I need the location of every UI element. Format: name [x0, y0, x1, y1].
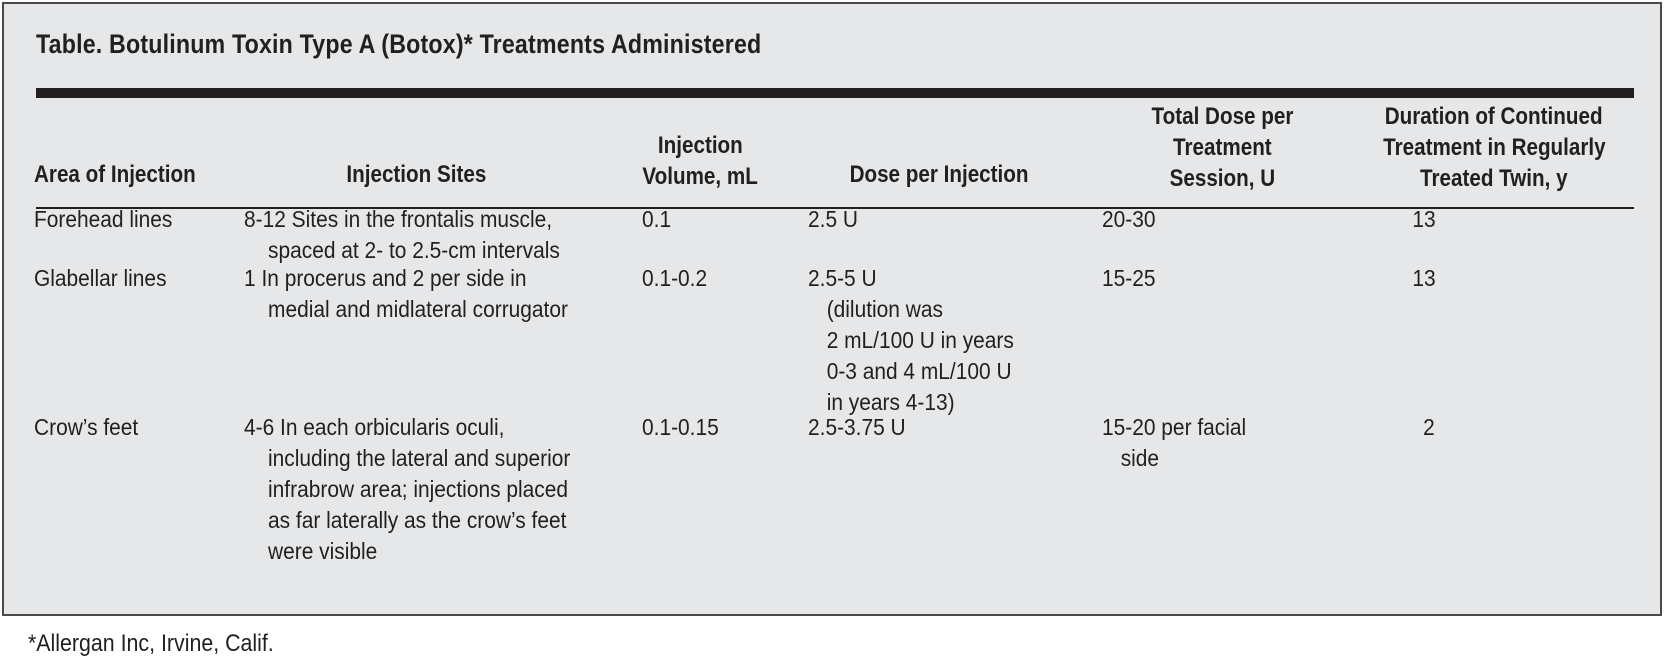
row-2-sites: 1 In procerus and 2 per side in medial a…	[244, 265, 568, 322]
header-total-dose: Total Dose per Treatment Session, U	[1151, 103, 1293, 192]
row-3-sites: 4-6 In each orbicularis oculi, including…	[244, 414, 571, 564]
header-area-of-injection: Area of Injection	[34, 161, 196, 188]
header-duration: Duration of Continued Treatment in Regul…	[1382, 103, 1606, 192]
header-injection-volume: Injection Volume, mL	[642, 132, 758, 190]
row-3-volume: 0.1-0.15	[642, 414, 719, 440]
row-3-total: 15-20 per facial side	[1102, 414, 1247, 471]
table-container: Table. Botulinum Toxin Type A (Botox)* T…	[2, 2, 1662, 616]
row-2-volume: 0.1-0.2	[642, 265, 708, 291]
row-1-duration: 13	[1412, 206, 1436, 232]
row-1-volume: 0.1	[642, 206, 672, 232]
header-injection-sites: Injection Sites	[346, 161, 486, 188]
table-title: Table. Botulinum Toxin Type A (Botox)* T…	[36, 29, 762, 59]
row-2-total: 15-25	[1102, 265, 1156, 291]
table-footnote: *Allergan Inc, Irvine, Calif.	[28, 630, 274, 657]
row-2-duration: 13	[1412, 265, 1436, 291]
row-1-total: 20-30	[1102, 206, 1156, 232]
row-1-sites: 8-12 Sites in the frontalis muscle, spac…	[244, 206, 560, 263]
row-1-dose: 2.5 U	[808, 206, 858, 232]
row-3-duration: 2	[1423, 414, 1435, 440]
row-1-area: Forehead lines	[34, 206, 173, 232]
row-3-area: Crow’s feet	[34, 414, 139, 440]
row-3-dose: 2.5-3.75 U	[808, 414, 906, 440]
row-2-area: Glabellar lines	[34, 265, 167, 291]
row-2-dose: 2.5-5 U (dilution was 2 mL/100 U in year…	[808, 265, 1014, 415]
header-top-rule	[36, 88, 1634, 98]
header-dose-per-injection: Dose per Injection	[849, 161, 1029, 188]
header-bottom-rule	[36, 207, 1634, 209]
